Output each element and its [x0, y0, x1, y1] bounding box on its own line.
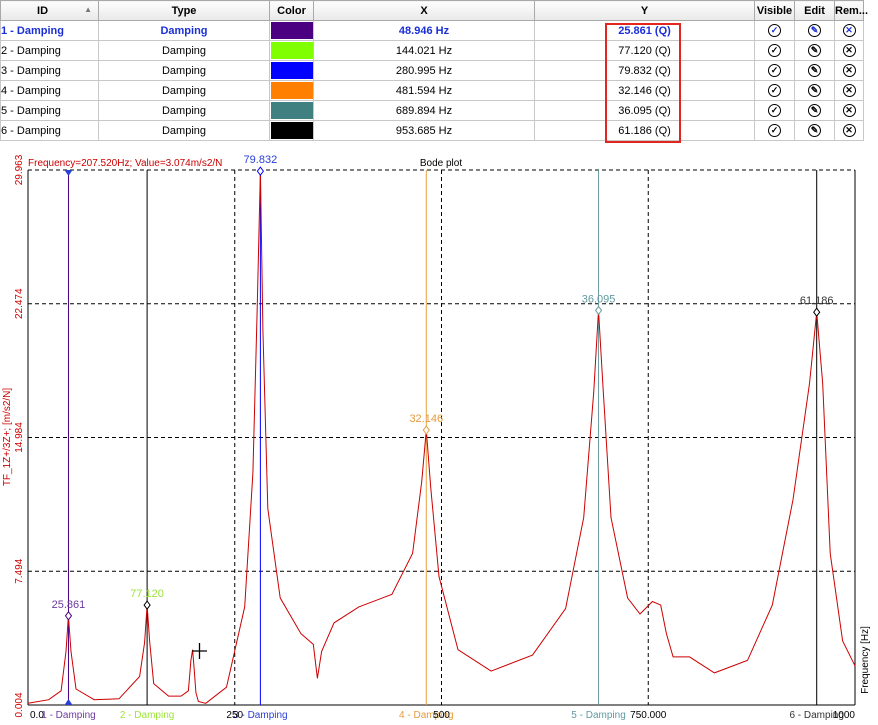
marker-handle-bottom[interactable] — [64, 699, 73, 705]
table-row[interactable]: 3 - Damping Damping 280.995 Hz 79.832 (Q) ✓ ✎… — [0, 60, 864, 81]
color-swatch[interactable] — [270, 102, 313, 119]
check-icon[interactable]: ✓ — [768, 44, 781, 57]
y-tick-label: 7.494 — [14, 558, 25, 583]
marker-point[interactable] — [594, 305, 603, 316]
cell-color[interactable] — [269, 120, 314, 141]
table-header-row: ID ▲ Type Color X Y Visible Edit Rem... — [0, 0, 868, 21]
check-icon[interactable]: ✓ — [768, 124, 781, 137]
pencil-icon[interactable]: ✎ — [808, 84, 821, 97]
y-column-highlight-box — [605, 23, 681, 143]
marker-point[interactable] — [143, 600, 151, 610]
cell-type: Damping — [98, 60, 270, 81]
y-tick-label: 22.474 — [14, 288, 25, 319]
x-tick-label: 250 — [226, 710, 243, 721]
column-header-type[interactable]: Type — [98, 0, 270, 21]
table-row[interactable]: 6 - Damping Damping 953.685 Hz 61.186 (Q) ✓ ✎… — [0, 120, 864, 141]
marker-value-label: 77.120 — [130, 588, 164, 600]
marker-value-label: 25.861 — [52, 599, 86, 611]
table-row[interactable]: 2 - Damping Damping 144.021 Hz 77.120 (Q) ✓ ✎… — [0, 40, 864, 61]
cell-visible: ✓ — [754, 120, 795, 141]
marker-name-label: 5 - Damping — [571, 710, 625, 721]
x-tick-label: 0.0 — [30, 710, 44, 721]
remove-x-icon[interactable]: ✕ — [842, 44, 856, 57]
marker-name-label: 6 - Damping — [789, 710, 843, 721]
cell-remove: ✕ — [834, 20, 864, 41]
marker-point[interactable] — [422, 425, 430, 435]
table-row[interactable]: 4 - Damping Damping 481.594 Hz 32.146 (Q) ✓ ✎… — [0, 80, 864, 101]
sort-ascending-icon[interactable]: ▲ — [84, 4, 92, 14]
remove-x-icon[interactable]: ✕ — [842, 104, 856, 117]
crosshair-cursor-icon — [192, 643, 207, 659]
marker-name-label: 3 - Damping — [233, 710, 287, 721]
cell-remove: ✕ — [834, 40, 864, 61]
damping-table: ID ▲ Type Color X Y Visible Edit Rem... 1… — [0, 0, 868, 141]
x-tick-label: 750.000 — [630, 710, 667, 721]
y-tick-label: 14.984 — [14, 422, 25, 453]
remove-x-icon[interactable]: ✕ — [842, 64, 856, 77]
check-icon[interactable]: ✓ — [768, 84, 781, 97]
column-header-x[interactable]: X — [313, 0, 535, 21]
pencil-icon[interactable]: ✎ — [808, 104, 821, 117]
frf-trace — [27, 171, 856, 704]
pencil-icon[interactable]: ✎ — [808, 24, 821, 37]
marker-value-label: 79.832 — [244, 154, 278, 166]
marker-name-label: 1 - Damping — [41, 710, 95, 721]
cell-color[interactable] — [269, 100, 314, 121]
check-icon[interactable]: ✓ — [768, 104, 781, 117]
marker-value-label: 61.186 — [800, 295, 834, 307]
column-header-edit[interactable]: Edit — [794, 0, 835, 21]
column-header-y[interactable]: Y — [534, 0, 755, 21]
cell-remove: ✕ — [834, 100, 864, 121]
x-tick-label: 500 — [433, 710, 450, 721]
column-header-remove[interactable]: Rem... — [834, 0, 868, 21]
remove-x-icon[interactable]: ✕ — [842, 84, 856, 97]
marker-point[interactable] — [256, 166, 265, 176]
cell-edit: ✎ — [794, 120, 835, 141]
cell-color[interactable] — [269, 40, 314, 61]
cell-remove: ✕ — [834, 120, 864, 141]
color-swatch[interactable] — [270, 122, 313, 139]
column-header-id[interactable]: ID ▲ — [0, 0, 99, 21]
plot-title: Bode plot — [420, 158, 462, 169]
marker-name-label: 4 - Damping — [399, 710, 453, 721]
remove-x-icon[interactable]: ✕ — [842, 24, 856, 37]
marker-value-label: 32.146 — [409, 413, 443, 425]
y-tick-label: 29.963 — [14, 154, 25, 185]
cell-y: 61.186 (Q) — [534, 120, 755, 141]
cell-id: 2 - Damping — [0, 40, 99, 61]
x-tick-label: 1000 — [833, 710, 856, 721]
marker-name-label: 2 - Damping — [120, 710, 174, 721]
cell-remove: ✕ — [834, 60, 864, 81]
remove-x-icon[interactable]: ✕ — [842, 124, 856, 137]
marker-point[interactable] — [64, 610, 73, 621]
x-axis-label: Frequency [Hz] — [860, 626, 871, 694]
cell-edit: ✎ — [794, 40, 835, 61]
cell-x: 953.685 Hz — [313, 120, 535, 141]
pencil-icon[interactable]: ✎ — [808, 44, 821, 57]
pencil-icon[interactable]: ✎ — [808, 64, 821, 77]
cell-edit: ✎ — [794, 20, 835, 41]
marker-value-label: 36.095 — [582, 293, 616, 305]
cell-color[interactable] — [269, 20, 314, 41]
color-swatch[interactable] — [270, 42, 313, 59]
table-row[interactable]: 1 - Damping Damping 48.946 Hz 25.861 (Q) ✓ ✎ ✕ — [0, 20, 864, 41]
color-swatch[interactable] — [270, 62, 313, 79]
marker-handle-top[interactable] — [64, 170, 73, 176]
check-icon[interactable]: ✓ — [768, 24, 781, 37]
cell-type: Damping — [98, 120, 270, 141]
check-icon[interactable]: ✓ — [768, 64, 781, 77]
pencil-icon[interactable]: ✎ — [808, 124, 821, 137]
y-tick-label: 0.004 — [14, 692, 25, 717]
marker-point[interactable] — [813, 307, 821, 318]
cursor-readout: Frequency=207.520Hz; Value=3.074m/s2/N — [28, 158, 222, 169]
y-axis-label: TF_1Z+/3Z+; [m/s2/N] — [2, 388, 13, 487]
color-swatch[interactable] — [270, 82, 313, 99]
color-swatch[interactable] — [270, 22, 313, 39]
